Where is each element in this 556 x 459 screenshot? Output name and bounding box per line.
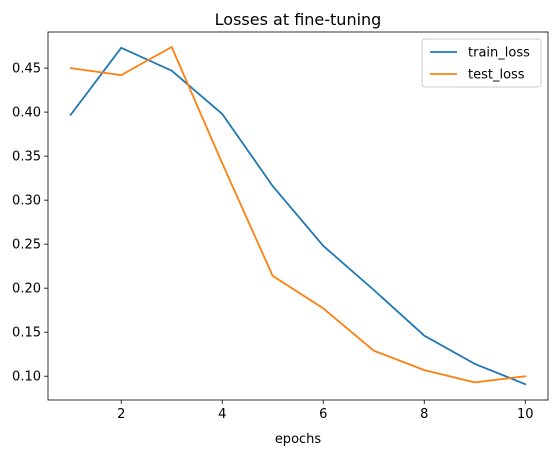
axes-frame	[47, 31, 549, 401]
x-tick-label: 8	[420, 407, 428, 422]
legend-box	[421, 38, 542, 88]
legend-label-test-loss: test_loss	[468, 68, 525, 83]
legend-label-train-loss: train_loss	[468, 46, 530, 61]
series-line-train-loss	[69, 46, 527, 386]
x-tick-label: 2	[117, 407, 125, 422]
y-tick-label: 0.20	[12, 282, 41, 297]
x-tick-label: 6	[319, 407, 327, 422]
y-tick-label: 0.15	[12, 326, 41, 341]
x-tick-label: 4	[218, 407, 226, 422]
y-tick-label: 0.10	[12, 370, 41, 385]
y-tick-label: 0.40	[12, 106, 41, 121]
plot-area: 2 4 6 8 10 0.10 0.15 0.20 0.25 0.30 0.35 0.40 0.45 tr…	[12, 31, 549, 422]
x-axis-label: epochs	[275, 432, 322, 447]
chart-title: Losses at fine-tuning	[215, 10, 382, 29]
series-line-test-loss	[69, 46, 527, 384]
x-tick-label: 10	[517, 407, 534, 422]
y-tick-label: 0.30	[12, 194, 41, 209]
y-tick-label: 0.25	[12, 238, 41, 253]
y-tick-label: 0.45	[12, 62, 41, 77]
y-tick-label: 0.35	[12, 150, 41, 165]
